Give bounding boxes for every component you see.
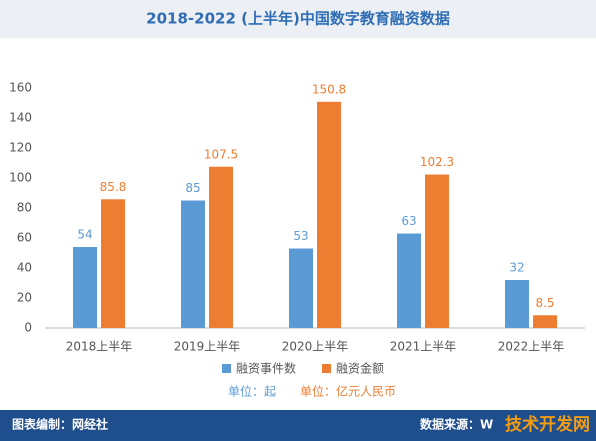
y-tick-label: 100 [9,171,32,185]
bar [289,248,313,328]
chart-title: 2018-2022 (上半年)中国数字教育融资数据 [146,10,450,28]
y-tick-label: 20 [17,291,32,305]
x-tick-label: 2022上半年 [498,340,565,354]
footer-right: 数据来源：W [420,417,493,432]
y-tick-label: 60 [17,231,32,245]
data-label: 63 [401,214,416,228]
data-label: 107.5 [204,147,238,161]
unit-label: 单位：亿元人民币 [300,384,396,399]
bar [181,200,205,328]
bar [209,166,233,328]
legend-swatch [322,364,331,373]
data-label: 85 [185,181,200,195]
y-tick-label: 80 [17,201,32,215]
watermark: 技术开发网 [505,414,590,435]
y-tick-label: 0 [24,321,32,335]
bar [73,247,97,328]
legend-label: 融资事件数 [236,361,296,376]
title-band [0,0,596,38]
data-label: 150.8 [312,82,346,96]
x-tick-label: 2019上半年 [174,340,241,354]
bar [397,233,421,328]
y-tick-label: 140 [9,111,32,125]
y-tick-label: 40 [17,261,32,275]
data-label: 102.3 [420,155,454,169]
data-label: 53 [293,229,308,243]
x-tick-label: 2020上半年 [282,340,349,354]
footer-band [0,410,596,441]
unit-label: 单位：起 [228,384,276,399]
y-tick-label: 160 [9,81,32,95]
bar [533,315,557,328]
data-label: 32 [509,261,524,275]
bar [101,199,125,328]
bar [505,280,529,328]
bar [317,101,341,328]
bar [425,174,449,328]
x-tick-label: 2021上半年 [390,340,457,354]
y-tick-label: 120 [9,141,32,155]
legend-label: 融资金额 [336,361,384,376]
data-label: 8.5 [535,296,554,310]
legend-swatch [222,364,231,373]
data-label: 85.8 [100,180,127,194]
x-tick-label: 2018上半年 [66,340,133,354]
data-label: 54 [77,228,92,242]
footer-left: 图表编制：网经社 [12,417,108,432]
